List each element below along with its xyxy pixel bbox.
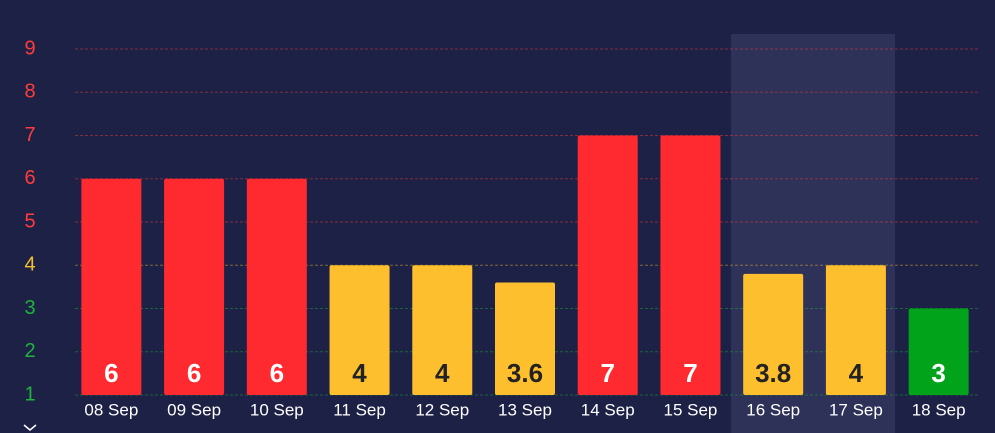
x-tick-label: 11 Sep [333, 400, 386, 419]
data-label: 7 [600, 358, 614, 388]
y-tick-label: 2 [24, 340, 35, 362]
y-tick-label: 3 [24, 297, 35, 319]
y-tick-label: 6 [24, 167, 35, 189]
x-tick-label: 10 Sep [250, 400, 304, 419]
data-label: 4 [849, 358, 864, 388]
bar [825, 265, 886, 395]
data-label: 3.6 [507, 358, 543, 388]
data-label: 3 [931, 358, 945, 388]
bar [246, 178, 307, 395]
data-label: 6 [104, 358, 118, 388]
x-tick-label: 12 Sep [415, 400, 469, 419]
bar [81, 178, 142, 395]
bar [908, 308, 969, 395]
y-tick-label: 5 [24, 210, 35, 232]
data-label: 6 [187, 358, 201, 388]
data-label: 4 [435, 358, 450, 388]
bar [577, 135, 638, 396]
data-label: 6 [270, 358, 284, 388]
x-tick-label: 14 Sep [581, 400, 635, 419]
bar [329, 265, 390, 395]
bar [164, 178, 225, 395]
data-label: 4 [352, 358, 367, 388]
bar [495, 282, 555, 395]
bar [743, 273, 804, 395]
bar [660, 135, 721, 396]
x-tick-label: 16 Sep [746, 400, 800, 419]
y-tick-label: 9 [24, 37, 35, 59]
x-tick-label: 15 Sep [664, 400, 718, 419]
bar [412, 265, 473, 395]
y-tick-label: 7 [24, 124, 35, 146]
x-tick-label: 13 Sep [498, 400, 552, 419]
data-label: 7 [683, 358, 697, 388]
x-tick-label: 08 Sep [84, 400, 138, 419]
y-tick-label: 1 [24, 383, 35, 405]
y-tick-label: 4 [24, 254, 35, 276]
scroll-chevron[interactable] [23, 424, 37, 431]
data-label: 3.8 [755, 358, 791, 388]
y-tick-label: 8 [24, 81, 35, 103]
x-tick-label: 18 Sep [912, 400, 966, 419]
x-tick-label: 09 Sep [167, 400, 221, 419]
x-tick-label: 17 Sep [829, 400, 883, 419]
